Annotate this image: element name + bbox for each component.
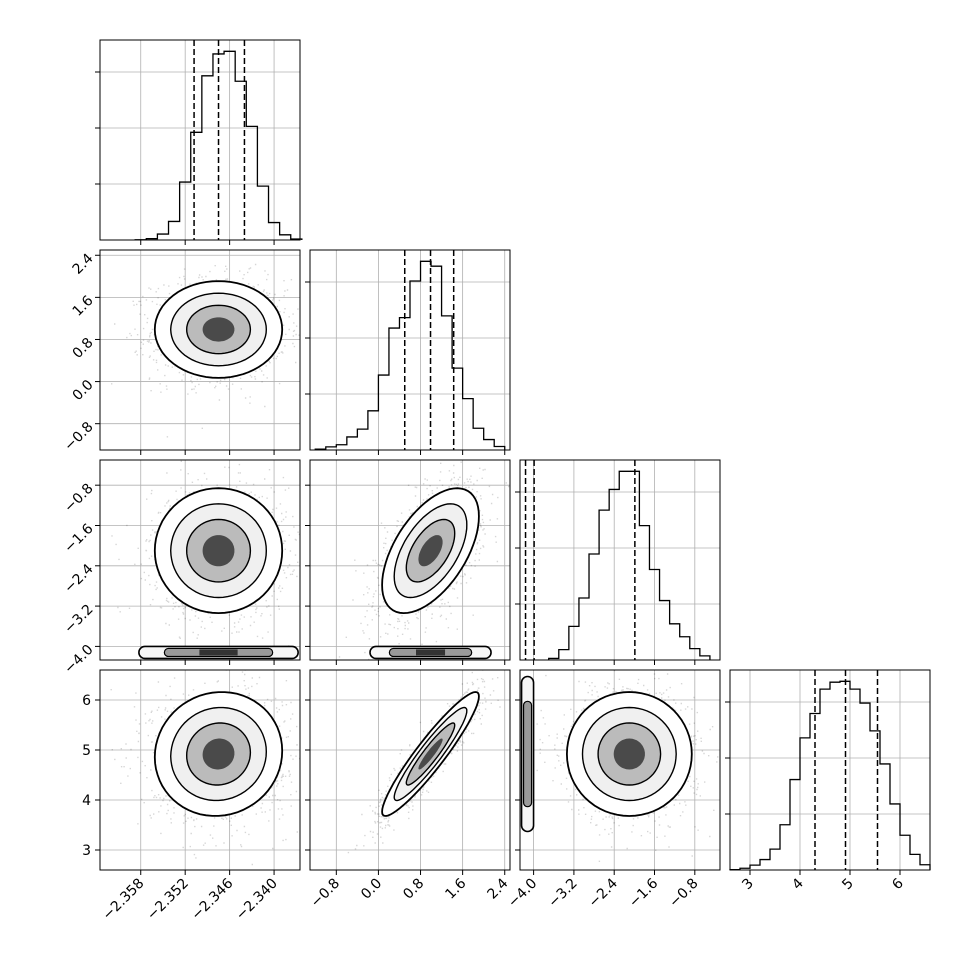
panel-content (310, 460, 510, 660)
hist-panel-2 (515, 459, 721, 661)
histogram-steps (729, 680, 931, 871)
panel-frame (99, 669, 301, 871)
y-tick-label: 1.6 (70, 293, 97, 320)
scatter-points (338, 461, 510, 660)
x-tick-label: −3.2 (545, 876, 580, 911)
y-tick-label: −0.8 (61, 481, 96, 516)
contour-level-3 (418, 738, 443, 770)
x-tick-label: 1.6 (442, 875, 469, 902)
y-tick-label: −3.2 (61, 601, 96, 636)
contour-level-3 (202, 317, 235, 342)
panel-frame (309, 249, 511, 451)
x-tick-label: 3 (739, 876, 757, 894)
y-tick-label: 3 (82, 843, 91, 859)
scatter-panel-2-0 (99, 459, 301, 661)
panel-content (100, 250, 300, 450)
band-contour-inner (522, 700, 533, 808)
x-tick-label: −4.0 (505, 876, 540, 911)
contour-level-3 (418, 535, 443, 567)
y-tick-label: −2.4 (61, 561, 96, 596)
panel-frame (729, 669, 931, 871)
panel-frame (99, 459, 301, 661)
y-tick-label: 0.8 (70, 335, 97, 362)
scatter-panel-2-1 (309, 459, 511, 661)
hist-panel-1 (305, 249, 511, 451)
panel-frame (519, 669, 721, 871)
x-tick-label: −0.8 (666, 876, 701, 911)
x-tick-label: −2.4 (586, 875, 621, 910)
histogram-steps (314, 260, 506, 450)
x-tick-label: 6 (889, 875, 907, 893)
panel-frame (99, 39, 301, 241)
y-tick-label: 6 (82, 693, 91, 709)
x-tick-label: −2.346 (189, 875, 237, 923)
contour-level-3 (202, 535, 235, 567)
panel-content (310, 670, 510, 870)
scatter-panel-1-0 (99, 249, 301, 451)
y-tick-label: −1.6 (61, 521, 96, 556)
x-tick-label: −2.352 (144, 876, 192, 924)
y-tick-label: 2.4 (70, 251, 97, 278)
histogram-steps (548, 470, 711, 660)
x-tick-label: −1.6 (626, 875, 661, 910)
panel-frame (309, 459, 511, 661)
y-tick-label: 5 (82, 743, 91, 759)
x-tick-label: 4 (789, 875, 807, 893)
scatter-panel-3-1 (309, 669, 511, 871)
x-tick-label: −2.358 (100, 876, 148, 924)
x-tick-label: −2.340 (233, 876, 281, 924)
scatter-panel-3-0 (99, 669, 301, 871)
panel-content (520, 670, 720, 870)
band-core (199, 649, 238, 656)
x-tick-label: 5 (839, 876, 857, 894)
panel-frame (99, 249, 301, 451)
hist-panel-3 (725, 669, 931, 871)
y-tick-label: 0.0 (70, 377, 97, 404)
scatter-panel-3-2 (519, 669, 721, 871)
hist-panel-0 (95, 39, 303, 241)
contour-level-3 (202, 738, 235, 770)
x-tick-label: 0.0 (358, 876, 385, 903)
x-tick-label: 0.8 (400, 876, 427, 903)
panel-frame (519, 459, 721, 661)
y-tick-label: −0.8 (61, 419, 96, 454)
panel-content (100, 670, 300, 870)
x-tick-label: −0.8 (308, 876, 343, 911)
panel-frame (309, 669, 511, 871)
panel-content (100, 460, 300, 660)
contour-level-3 (613, 738, 645, 770)
band-core (416, 649, 446, 656)
y-tick-label: 4 (82, 793, 91, 809)
y-tick-label: −4.0 (61, 642, 96, 677)
